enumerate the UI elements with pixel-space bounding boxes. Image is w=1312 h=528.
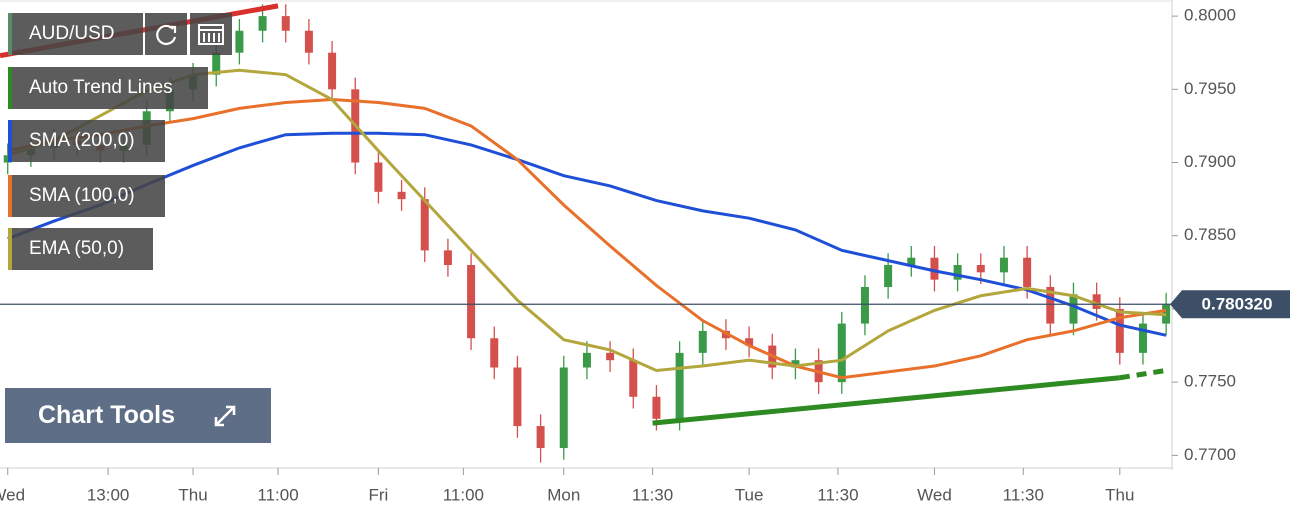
candle-body <box>467 265 476 339</box>
candle-body <box>606 352 615 361</box>
candle-body <box>1115 308 1124 353</box>
candle-body <box>629 360 638 397</box>
candle-body <box>907 257 916 266</box>
candle-body <box>582 352 591 368</box>
x-tick-label: 11:30 <box>817 485 858 504</box>
x-tick-label: Thu <box>178 485 207 504</box>
candle-body <box>999 257 1008 273</box>
x-tick-label: Tue <box>735 485 764 504</box>
candle-body <box>976 265 985 273</box>
x-tick-label: 11:30 <box>1003 485 1044 504</box>
candle-body <box>420 199 429 251</box>
candle-body <box>1069 294 1078 324</box>
candle-body <box>1092 294 1101 309</box>
indicator-line <box>7 131 1167 337</box>
x-tick-label: Wed <box>0 485 25 504</box>
candle-body <box>513 367 522 427</box>
candle-body <box>1138 323 1147 353</box>
y-tick-label: 0.7900 <box>1184 152 1236 171</box>
x-tick-label: Fri <box>369 485 389 504</box>
candle-body <box>397 191 406 200</box>
candle-body <box>443 250 452 266</box>
x-tick-label: 13:00 <box>87 485 130 504</box>
current-price-tag <box>1170 290 1290 319</box>
calendar-icon <box>198 24 224 45</box>
candle-body <box>490 338 499 368</box>
candle-body <box>860 286 869 324</box>
candle-body <box>837 323 846 383</box>
candle-body <box>235 30 244 53</box>
candle-body <box>374 162 383 192</box>
legend-button[interactable]: SMA (200,0) <box>8 120 165 162</box>
y-tick-label: 0.7750 <box>1184 372 1236 391</box>
y-tick-label: 0.8000 <box>1184 6 1236 25</box>
expand-icon <box>214 405 236 427</box>
candle-body <box>258 16 267 31</box>
x-tick-label: Wed <box>917 485 952 504</box>
candle-body <box>1023 257 1032 287</box>
x-tick-label: 11:00 <box>443 485 484 504</box>
chart-tools-button[interactable]: Chart Tools <box>5 388 271 443</box>
refresh-icon <box>156 24 177 46</box>
candle-body <box>536 426 545 449</box>
candle-body <box>328 52 337 90</box>
y-tick-label: 0.7950 <box>1184 79 1236 98</box>
trend-line <box>1119 367 1167 381</box>
calendar-button[interactable] <box>190 13 232 55</box>
trend-lines-button[interactable]: Auto Trend Lines <box>8 67 208 109</box>
candle-body <box>884 265 893 287</box>
trend-line <box>652 375 1121 426</box>
x-tick-label: Thu <box>1105 485 1134 504</box>
candle-body <box>212 52 221 75</box>
x-tick-label: 11:00 <box>257 485 298 504</box>
symbol-button[interactable]: AUD/USD <box>8 13 143 55</box>
legend-button[interactable]: SMA (100,0) <box>8 175 165 217</box>
candle-body <box>953 265 962 280</box>
candle-body <box>1046 286 1055 324</box>
y-tick-label: 0.7850 <box>1184 225 1236 244</box>
candle-body <box>559 367 568 449</box>
candle-body <box>745 338 754 346</box>
candle-body <box>675 352 684 419</box>
y-tick-label: 0.7700 <box>1184 445 1236 464</box>
current-price-label: 0.780320 <box>1202 295 1273 314</box>
candle-body <box>652 396 661 419</box>
refresh-button[interactable] <box>145 13 187 55</box>
candle-body <box>3 155 12 163</box>
chart-tools-label: Chart Tools <box>38 401 176 429</box>
indicator-line <box>7 98 1167 380</box>
candle-body <box>698 330 707 353</box>
x-tick-label: Mon <box>547 485 580 504</box>
legend-button[interactable]: EMA (50,0) <box>8 228 153 270</box>
candle-body <box>791 360 800 368</box>
x-tick-label: 11:30 <box>632 485 673 504</box>
candle-body <box>304 30 313 53</box>
candle-body <box>930 257 939 280</box>
candle-body <box>281 16 290 31</box>
